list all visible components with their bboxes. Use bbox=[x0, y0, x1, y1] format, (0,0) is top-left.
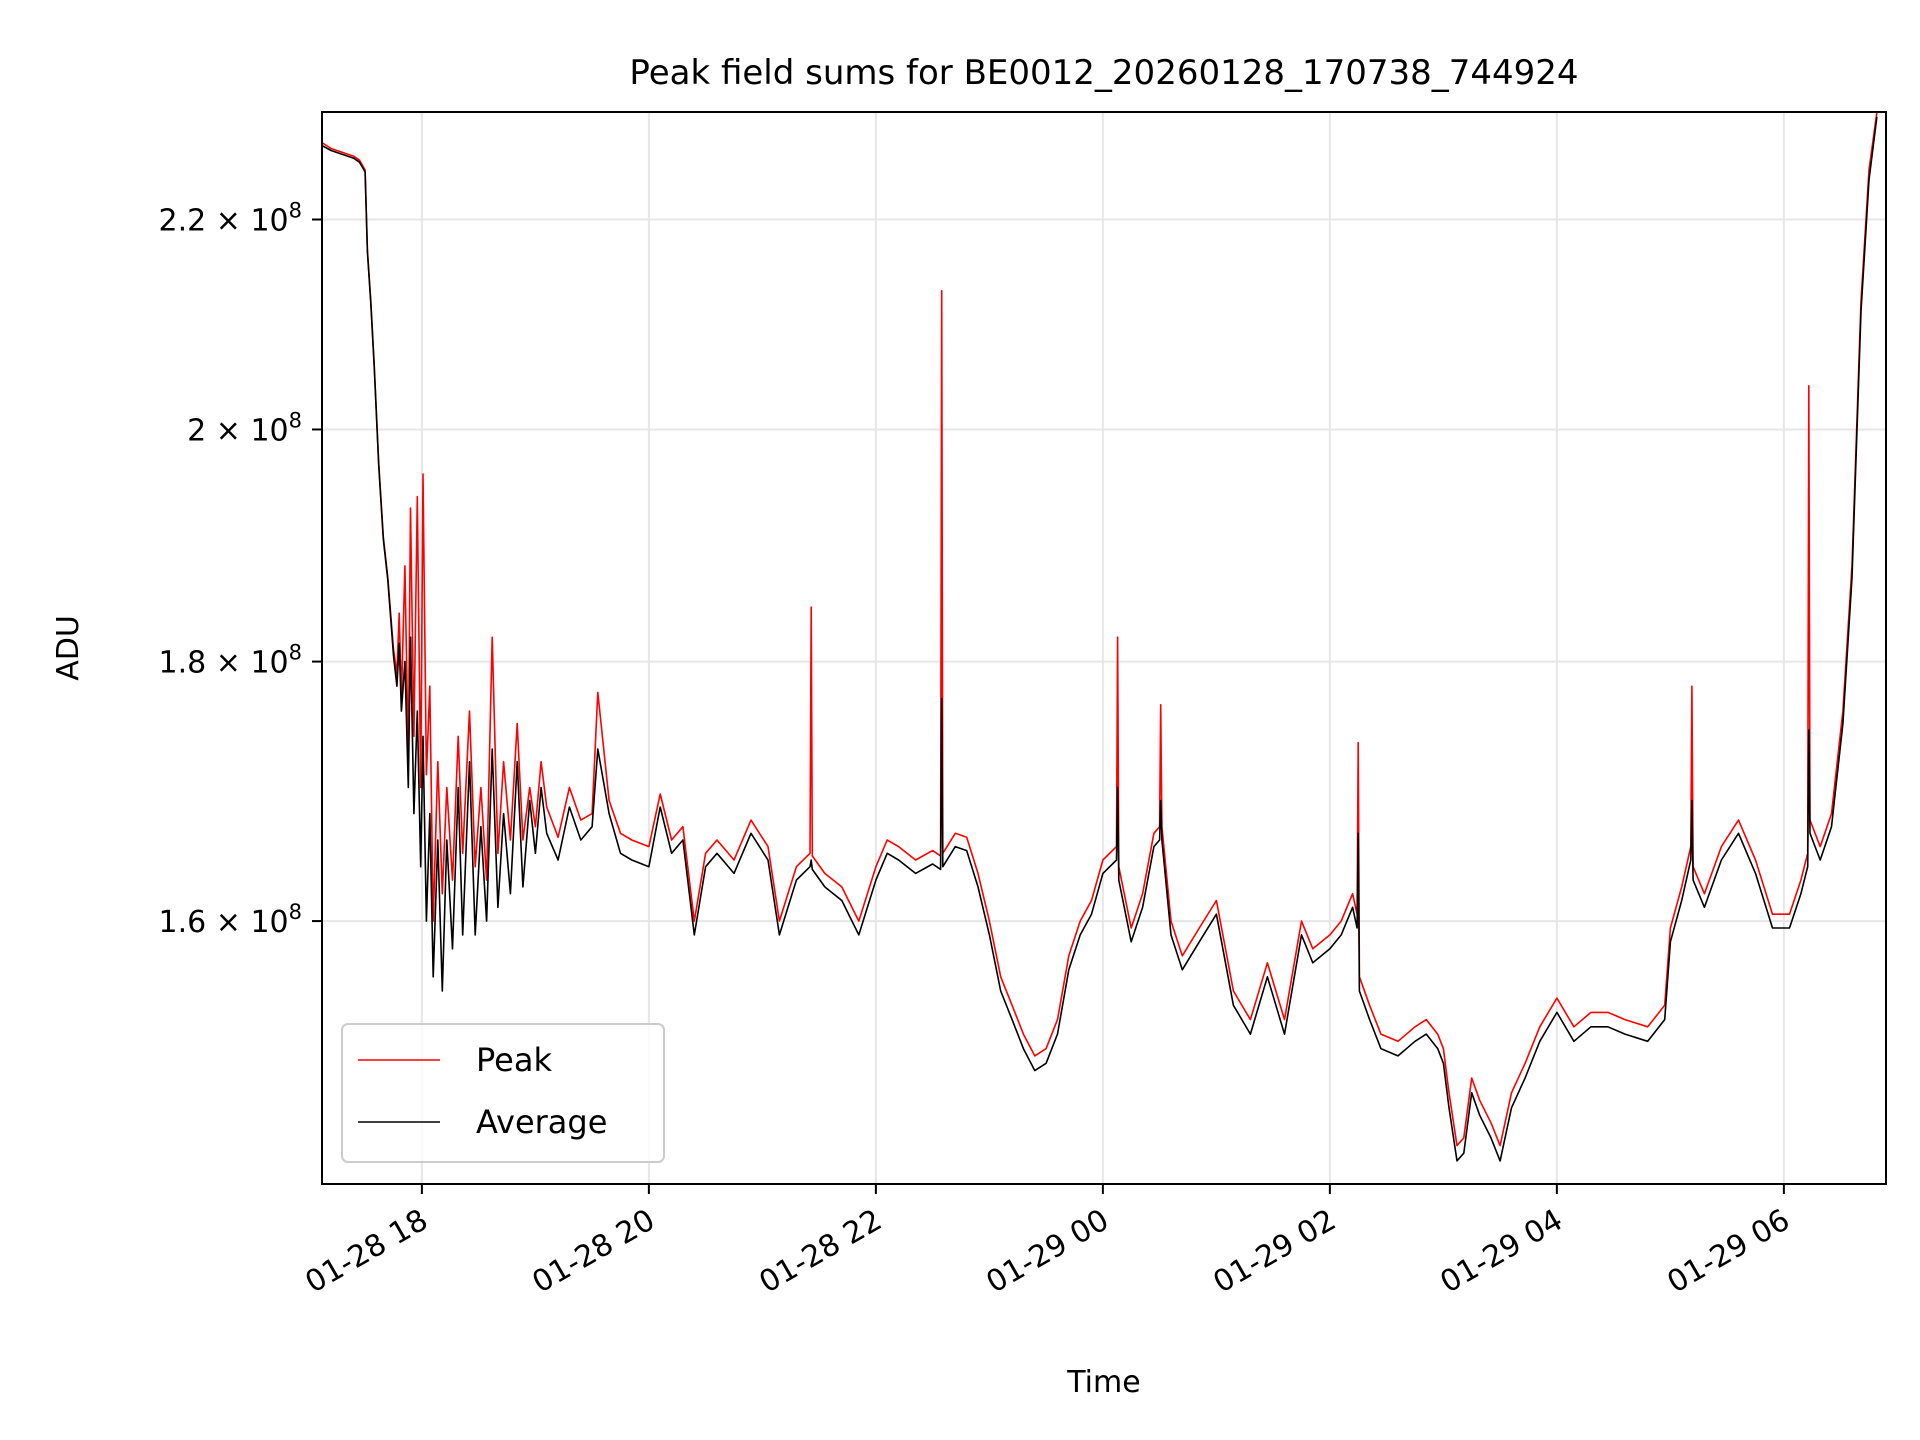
y-tick-exponent: 8 bbox=[289, 408, 302, 432]
y-tick-label: 1.6 × 108 bbox=[159, 900, 302, 940]
y-tick-label: 2 × 108 bbox=[187, 408, 302, 448]
y-tick-label: 2.2 × 108 bbox=[159, 198, 302, 238]
y-tick-mantissa: 1.8 bbox=[159, 646, 207, 681]
legend-label-average: Average bbox=[476, 1103, 607, 1141]
y-axis: 1.6 × 108 1.8 × 108 2 × 108 2.2 × 108 bbox=[159, 198, 322, 940]
y-axis-label: ADU bbox=[51, 615, 86, 681]
legend-box bbox=[341, 1023, 665, 1163]
y-tick-mantissa: 1.6 bbox=[159, 905, 207, 940]
x-axis-label: Time bbox=[1066, 1365, 1140, 1400]
y-tick-label: 1.8 × 108 bbox=[159, 641, 302, 681]
legend: Peak Average bbox=[341, 1023, 665, 1163]
plot-frame bbox=[321, 111, 1887, 1185]
y-tick-mantissa: 2 bbox=[187, 413, 206, 448]
series-line-peak bbox=[322, 112, 1878, 1147]
y-tick-mantissa: 2.2 bbox=[159, 203, 207, 238]
y-tick-exponent: 8 bbox=[289, 641, 302, 665]
y-tick-exponent: 8 bbox=[289, 198, 302, 222]
series-line-average bbox=[322, 116, 1878, 1162]
series-layer bbox=[322, 112, 1878, 1162]
y-tick-exponent: 8 bbox=[289, 900, 302, 924]
grid bbox=[322, 112, 1886, 1184]
legend-label-peak: Peak bbox=[476, 1041, 552, 1079]
chart-title: Peak field sums for BE0012_20260128_1707… bbox=[629, 53, 1578, 93]
